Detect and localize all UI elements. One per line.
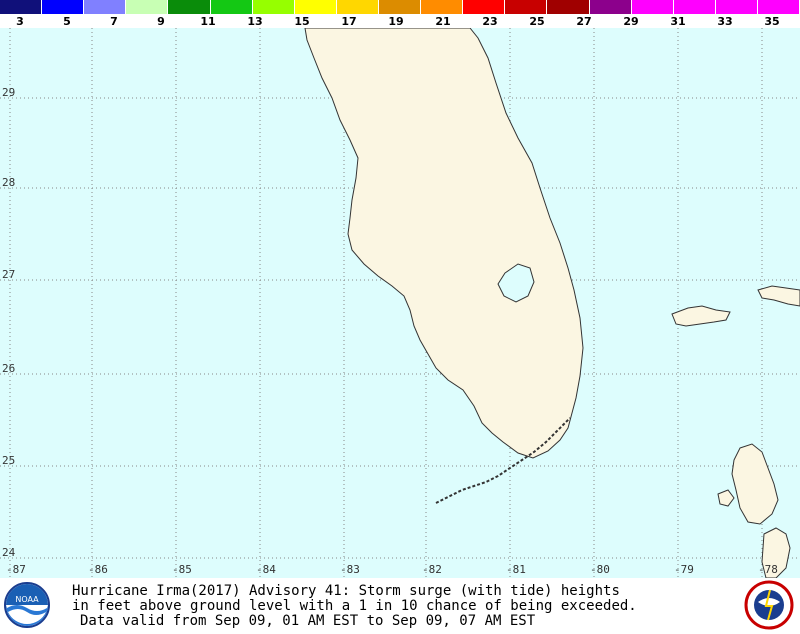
legend-swatch bbox=[378, 0, 422, 14]
storm-surge-map: 29 28 27 26 25 24 -87 -86 -85 -84 -83 -82 -81 -80 -79… bbox=[0, 28, 800, 578]
legend-swatch bbox=[252, 0, 295, 14]
legend-value-label: 5 bbox=[63, 15, 71, 28]
longitude-label: -78 bbox=[758, 563, 778, 576]
noaa-logo-icon: NOAA bbox=[4, 582, 50, 628]
map-caption: NOAA Hurricane Irma(2017) Advisory 41: S… bbox=[0, 578, 800, 634]
nws-logo-icon bbox=[744, 580, 794, 630]
legend-value-label: 11 bbox=[200, 15, 216, 28]
caption-line-3: Data valid from Sep 09, 01 AM EST to Sep… bbox=[80, 613, 536, 629]
latitude-label: 25 bbox=[2, 454, 15, 467]
grand-bahama-island bbox=[671, 305, 731, 327]
longitude-label: -80 bbox=[590, 563, 610, 576]
longitude-label: -83 bbox=[340, 563, 360, 576]
legend-value-label: 17 bbox=[341, 15, 357, 28]
legend-value-label: 7 bbox=[110, 15, 118, 28]
legend-color-bar bbox=[0, 0, 800, 14]
caption-line-2: in feet above ground level with a 1 in 1… bbox=[72, 598, 637, 614]
legend-value-label: 33 bbox=[717, 15, 733, 28]
legend-swatch bbox=[463, 0, 506, 14]
abaco-island bbox=[757, 285, 800, 307]
latitude-labels: 29 28 27 26 25 24 bbox=[2, 86, 16, 559]
legend-swatch bbox=[168, 0, 211, 14]
florida-keys bbox=[435, 417, 571, 504]
latitude-label: 24 bbox=[2, 546, 16, 559]
noaa-logo-text: NOAA bbox=[15, 595, 39, 604]
southern-bahamas-island bbox=[761, 527, 791, 578]
legend-value-label: 19 bbox=[388, 15, 404, 28]
legend-value-label: 35 bbox=[764, 15, 780, 28]
legend-swatch bbox=[126, 0, 169, 14]
legend-swatch bbox=[715, 0, 758, 14]
longitude-label: -84 bbox=[256, 563, 276, 576]
latitude-label: 26 bbox=[2, 362, 15, 375]
legend-swatch bbox=[547, 0, 590, 14]
legend-swatch bbox=[505, 0, 548, 14]
longitude-label: -79 bbox=[674, 563, 694, 576]
legend-swatch bbox=[631, 0, 674, 14]
legend-value-label: 29 bbox=[623, 15, 639, 28]
florida-landmass bbox=[304, 28, 584, 459]
legend-value-label: 13 bbox=[247, 15, 263, 28]
legend-swatch bbox=[421, 0, 464, 14]
surge-height-legend: 3 5 7 9 11 13 15 17 19 21 23 25 27 29 31 33 35 bbox=[0, 0, 800, 28]
legend-swatch bbox=[0, 0, 43, 14]
legend-swatch bbox=[210, 0, 253, 14]
latitude-label: 29 bbox=[2, 86, 15, 99]
legend-swatch bbox=[589, 0, 632, 14]
longitude-label: -82 bbox=[422, 563, 442, 576]
legend-value-label: 27 bbox=[576, 15, 592, 28]
legend-value-label: 23 bbox=[482, 15, 498, 28]
legend-value-label: 21 bbox=[435, 15, 451, 28]
lake-okeechobee bbox=[497, 263, 535, 303]
longitude-label: -85 bbox=[172, 563, 192, 576]
latitude-label: 28 bbox=[2, 176, 15, 189]
legend-swatch bbox=[294, 0, 337, 14]
legend-swatch bbox=[757, 0, 800, 14]
longitude-label: -87 bbox=[6, 563, 26, 576]
longitude-labels: -87 -86 -85 -84 -83 -82 -81 -80 -79 -78 bbox=[6, 563, 778, 576]
legend-value-label: 15 bbox=[294, 15, 310, 28]
legend-value-label: 31 bbox=[670, 15, 686, 28]
legend-labels: 3 5 7 9 11 13 15 17 19 21 23 25 27 29 31 33 35 bbox=[0, 14, 800, 28]
legend-value-label: 9 bbox=[157, 15, 165, 28]
longitude-label: -81 bbox=[506, 563, 526, 576]
andros-small-island bbox=[717, 489, 735, 507]
legend-value-label: 25 bbox=[529, 15, 545, 28]
longitude-label: -86 bbox=[88, 563, 108, 576]
legend-swatch bbox=[673, 0, 716, 14]
legend-value-label: 3 bbox=[16, 15, 24, 28]
latitude-label: 27 bbox=[2, 268, 15, 281]
legend-swatch bbox=[42, 0, 85, 14]
legend-swatch bbox=[84, 0, 127, 14]
caption-line-1: Hurricane Irma(2017) Advisory 41: Storm … bbox=[72, 583, 620, 599]
andros-island bbox=[731, 443, 779, 525]
legend-swatch bbox=[336, 0, 379, 14]
